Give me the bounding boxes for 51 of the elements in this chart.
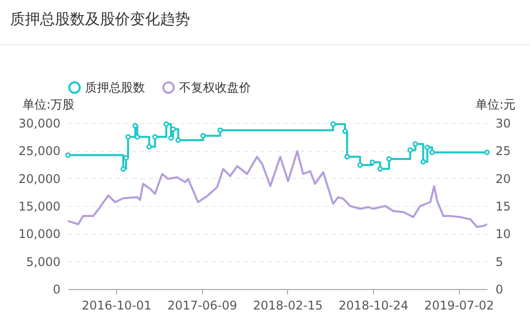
y-tick-label: 15,000 (18, 200, 60, 214)
point (412, 141, 418, 147)
y2-tick-label: 10 (496, 227, 511, 242)
y-tick-label: 0 (52, 282, 60, 296)
y-tick-label: 20,000 (18, 172, 60, 186)
chart-title: 质押总股数及股价变化趋势 (0, 0, 530, 45)
point (164, 121, 170, 127)
point (424, 144, 430, 150)
point (134, 134, 140, 140)
x-tick-label: 2019-07-02 (424, 298, 494, 312)
y-tick-label: 10,000 (18, 227, 60, 242)
x-tick-label: 2018-10-24 (338, 298, 408, 312)
point (429, 150, 435, 156)
point (65, 152, 71, 158)
point (330, 121, 336, 127)
point (120, 166, 126, 172)
point (146, 144, 152, 150)
x-tick-label: 2017-06-09 (167, 298, 238, 312)
line-series (67, 150, 488, 228)
x-tick-label: 2018-02-15 (253, 298, 323, 312)
point (386, 156, 392, 162)
point (125, 134, 131, 140)
y2-tick-label: 5 (496, 254, 504, 269)
point (132, 123, 138, 129)
y2-axis-title: 单位:元 (475, 98, 516, 112)
point (357, 162, 363, 168)
point (217, 127, 223, 133)
point (342, 128, 348, 134)
y-tick-label: 30,000 (18, 116, 60, 130)
point (200, 132, 206, 138)
y-tick-label: 25,000 (18, 144, 60, 158)
y2-tick-label: 30 (496, 116, 511, 130)
point (170, 126, 176, 132)
point (484, 150, 490, 156)
point (152, 134, 158, 140)
legend-label: 质押总股数 (85, 80, 145, 95)
y2-tick-label: 15 (496, 200, 511, 214)
y2-tick-label: 20 (496, 172, 511, 186)
y-tick-label: 5,000 (26, 254, 60, 269)
legend-label: 不复权收盘价 (179, 80, 251, 95)
point (370, 160, 376, 166)
point (168, 135, 174, 141)
point (344, 154, 350, 160)
point (407, 147, 413, 153)
point (377, 166, 383, 172)
y-axis-title: 单位:万股 (22, 98, 75, 112)
point (175, 137, 181, 143)
y2-tick-label: 25 (496, 144, 511, 158)
x-tick-label: 2016-10-01 (82, 298, 152, 312)
point (420, 158, 426, 164)
y2-tick-label: 0 (496, 282, 504, 296)
